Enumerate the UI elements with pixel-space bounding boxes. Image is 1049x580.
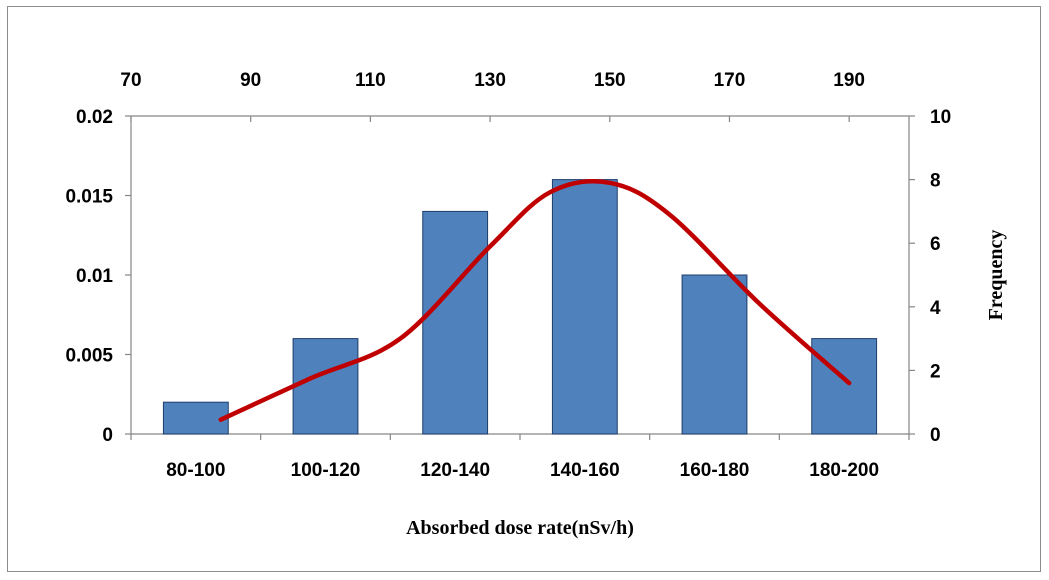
frequency-bar (422, 210, 489, 435)
category-label: 140-160 (550, 460, 620, 481)
frequency-bar (292, 338, 359, 435)
left-y-tick-label: 0 (102, 425, 113, 446)
right-y-tick-label: 2 (930, 361, 941, 382)
frequency-bar (681, 274, 748, 435)
right-y-tick-label: 6 (930, 234, 941, 255)
top-x-tick-label: 170 (714, 70, 746, 91)
frequency-bar (811, 338, 878, 435)
right-y-axis-title: Frequency (985, 230, 1007, 321)
top-x-tick-label: 130 (474, 70, 506, 91)
right-y-tick-label: 4 (930, 298, 941, 319)
top-x-tick-label: 70 (120, 70, 141, 91)
frequency-bar (551, 179, 618, 435)
category-label: 180-200 (809, 460, 879, 481)
category-label: 160-180 (680, 460, 750, 481)
top-x-tick-label: 150 (594, 70, 626, 91)
top-x-tick-label: 110 (355, 70, 386, 91)
top-x-tick-label: 190 (833, 70, 865, 91)
x-axis-title: Absorbed dose rate(nSv/h) (406, 517, 634, 539)
left-y-tick-label: 0.005 (65, 346, 113, 367)
right-y-tick-label: 0 (930, 425, 941, 446)
distribution-curve (218, 178, 852, 422)
frequency-bar (162, 401, 229, 435)
category-label: 120-140 (420, 460, 490, 481)
left-y-tick-label: 0.015 (65, 187, 113, 208)
right-y-tick-label: 8 (930, 171, 941, 192)
chart-frame (7, 6, 1041, 572)
left-y-tick-label: 0.01 (76, 266, 113, 287)
left-y-tick-label: 0.02 (76, 107, 113, 128)
right-y-tick-label: 10 (930, 107, 951, 128)
top-x-tick-label: 90 (240, 70, 261, 91)
category-label: 100-120 (291, 460, 361, 481)
category-label: 80-100 (166, 460, 225, 481)
